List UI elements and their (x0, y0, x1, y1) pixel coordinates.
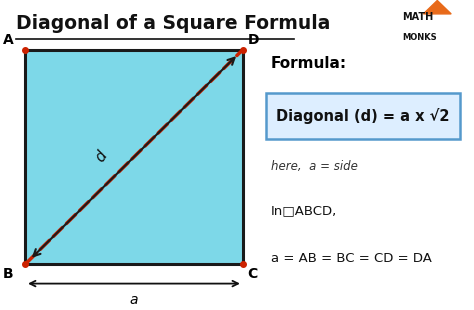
Text: Diagonal of a Square Formula: Diagonal of a Square Formula (16, 14, 330, 33)
Text: a: a (130, 293, 138, 307)
Text: B: B (3, 267, 14, 281)
Bar (266, 93, 460, 139)
Text: MONKS: MONKS (402, 33, 437, 42)
Bar (25, 50, 243, 264)
Text: In□ABCD,: In□ABCD, (271, 205, 337, 218)
Text: Formula:: Formula: (271, 55, 346, 71)
Polygon shape (423, 1, 451, 14)
Text: a = AB = BC = CD = DA: a = AB = BC = CD = DA (271, 252, 431, 265)
Text: A: A (3, 33, 14, 47)
Text: D: D (247, 33, 259, 47)
Text: MATH: MATH (402, 12, 434, 22)
Text: d: d (92, 149, 110, 165)
Text: Diagonal (d) = a x √2: Diagonal (d) = a x √2 (276, 108, 450, 124)
Text: here,  a = side: here, a = side (271, 160, 357, 173)
Text: C: C (247, 267, 258, 281)
